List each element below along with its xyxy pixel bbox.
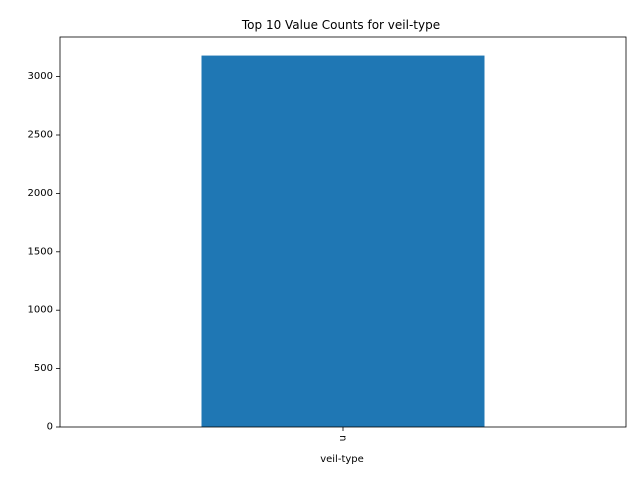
- y-tick-label: 1000: [28, 305, 53, 316]
- plot-area: u 0 500 1000 1500 2000 2500 3000: [28, 36, 627, 441]
- x-axis-label: veil-type: [320, 454, 364, 465]
- y-tick-label: 1500: [28, 246, 53, 257]
- y-tick-label: 0: [47, 422, 53, 433]
- y-tick-label: 500: [34, 363, 53, 374]
- y-tick-label: 3000: [28, 71, 53, 82]
- y-tick-label: 2000: [28, 188, 53, 199]
- x-tick-label: u: [338, 435, 349, 441]
- chart-title: Top 10 Value Counts for veil-type: [241, 18, 440, 32]
- bar-u: [201, 55, 485, 427]
- axes-frame: [59, 36, 627, 428]
- y-tick-label: 2500: [28, 129, 53, 140]
